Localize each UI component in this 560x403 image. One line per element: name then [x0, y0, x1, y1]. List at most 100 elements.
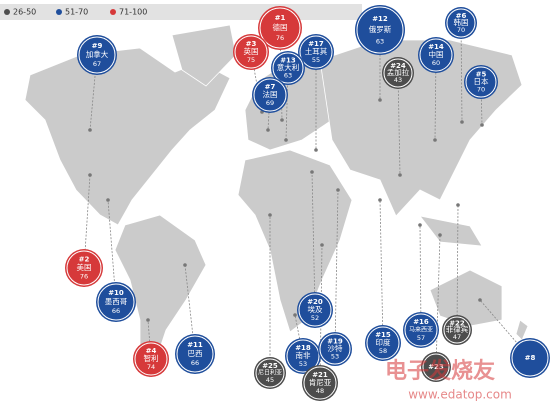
- australia: [429, 269, 503, 327]
- location-dot: [310, 170, 314, 174]
- bubble-score: 67: [93, 60, 101, 68]
- bubble-rank: #2: [79, 255, 90, 263]
- bubble: [383, 58, 413, 88]
- bubble-rank: #17: [308, 40, 324, 48]
- bubble-name: 韩国: [454, 17, 469, 27]
- location-dot: [378, 98, 382, 102]
- bubble-score: 57: [417, 334, 425, 342]
- bubble-rank: #25: [262, 362, 278, 370]
- bubble-score: 74: [147, 363, 155, 371]
- legend-swatch: [110, 9, 116, 15]
- bubble-rank: #24: [390, 62, 406, 70]
- bubble-name: 墨西哥: [105, 297, 128, 306]
- bubble-rank: #20: [307, 298, 323, 306]
- bubble-score: 66: [191, 359, 199, 367]
- bubble-name: 菲律宾: [446, 324, 469, 334]
- bubble: [404, 313, 438, 347]
- bubble-score: 75: [247, 56, 255, 64]
- bubble: [97, 283, 135, 321]
- bubble-score: 43: [394, 76, 402, 84]
- bubble-rank: #10: [108, 289, 124, 297]
- bubble-name: 尼日利亚: [258, 369, 282, 377]
- bubble-name: 孟加拉: [387, 67, 410, 77]
- bubble-score: 66: [112, 307, 120, 315]
- bubble-rank: #16: [413, 318, 429, 326]
- location-dot: [478, 298, 482, 302]
- location-dot: [284, 138, 288, 142]
- location-dot: [336, 188, 340, 192]
- bubble-rank: #1: [275, 14, 286, 22]
- bubble: [511, 339, 549, 377]
- location-dot: [314, 148, 318, 152]
- bubble-name: 沙特: [328, 343, 343, 353]
- bubble: [366, 326, 400, 360]
- bubble-name: 巴西: [188, 349, 203, 358]
- bubble-score: 55: [312, 56, 320, 64]
- leader-line: [479, 299, 531, 359]
- bubble: [303, 366, 337, 400]
- bubble-name: 意大利: [277, 62, 300, 72]
- location-dot: [456, 203, 460, 207]
- location-dot: [418, 223, 422, 227]
- leader-line: [147, 319, 152, 360]
- southeast-asia: [419, 215, 483, 247]
- bubble-name: 印度: [376, 337, 391, 347]
- bubble: [176, 335, 214, 373]
- bubble-score: 47: [453, 333, 461, 341]
- location-dot: [433, 138, 437, 142]
- location-dot: [266, 128, 270, 132]
- bubble-rank: #21: [312, 371, 328, 379]
- bubble-score: 69: [266, 99, 274, 107]
- asia: [319, 39, 523, 217]
- bubble-name: 肯尼亚: [309, 377, 332, 387]
- bubble-score: 63: [376, 37, 384, 45]
- bubble-name: 法国: [263, 89, 278, 99]
- legend-swatch: [4, 9, 10, 15]
- bubble-score: 63: [284, 72, 292, 80]
- bubble-name: 马来西亚: [409, 326, 433, 334]
- bubble-rank: #7: [265, 83, 276, 91]
- bubble-rank: #15: [375, 331, 391, 339]
- new-zealand: [515, 319, 529, 341]
- bubble-name: 日本: [474, 76, 489, 86]
- bubble: [78, 36, 116, 74]
- bubble: [234, 35, 268, 69]
- bubble: [443, 316, 471, 344]
- bubble-rank: #13: [280, 56, 296, 64]
- bubble-name: 美国: [77, 262, 92, 272]
- bubble-name: 土耳其: [305, 46, 328, 56]
- bubble-name: 英国: [244, 46, 259, 56]
- bubble-rank: #4: [146, 347, 157, 355]
- leader-line: [379, 199, 384, 344]
- location-dot: [88, 128, 92, 132]
- bubble-rank: #3: [246, 40, 257, 48]
- location-dot: [106, 198, 110, 202]
- bubble-rank: #14: [428, 43, 444, 51]
- location-dot: [320, 243, 324, 247]
- bubble: [465, 66, 497, 98]
- bubble-name: 埃及: [308, 304, 323, 314]
- bubble-score: 58: [379, 347, 387, 355]
- bubble-name: 加拿大: [86, 49, 109, 59]
- legend: 26-50 51-70 71-100: [4, 8, 147, 17]
- watermark-title: 电子发烧友: [385, 358, 495, 384]
- bubble-rank: #8: [525, 354, 536, 362]
- legend-swatch: [56, 9, 62, 15]
- location-dot: [460, 120, 464, 124]
- location-dot: [268, 213, 272, 217]
- bubble-score: 70: [477, 86, 485, 94]
- bubble-name: 南非: [296, 350, 311, 360]
- bubble-score: 53: [299, 360, 307, 368]
- bubble-rank: #6: [456, 12, 467, 20]
- leader-line: [460, 22, 463, 123]
- bubble: [259, 7, 301, 49]
- bubble: [446, 8, 476, 38]
- bubble-rank: #5: [476, 70, 487, 78]
- location-dot: [88, 173, 92, 177]
- location-dot: [438, 233, 442, 237]
- location-dot: [378, 198, 382, 202]
- location-dot: [480, 123, 484, 127]
- legend-label: 71-100: [119, 8, 147, 17]
- bubble-score: 76: [276, 34, 284, 42]
